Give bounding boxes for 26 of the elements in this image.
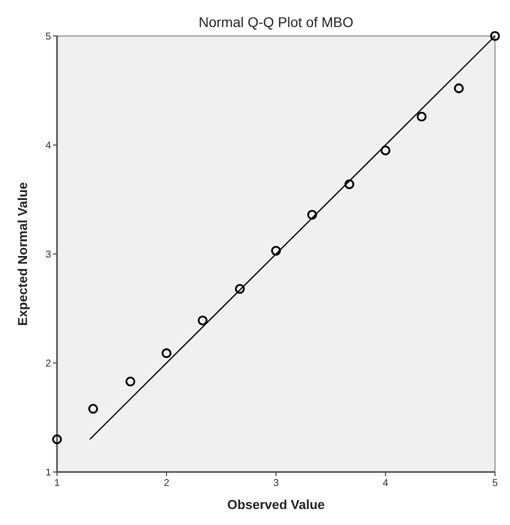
point bbox=[380, 146, 390, 156]
x-tick-label: 1 bbox=[54, 478, 60, 489]
point bbox=[344, 179, 354, 190]
point bbox=[88, 404, 98, 414]
x-axis-title: Observed Value bbox=[227, 497, 325, 512]
point bbox=[125, 376, 136, 386]
x-tick-label: 4 bbox=[382, 478, 389, 489]
point bbox=[416, 112, 427, 122]
point bbox=[307, 210, 318, 220]
point bbox=[454, 83, 464, 94]
x-tick-label: 2 bbox=[164, 478, 170, 489]
x-tick-label: 5 bbox=[492, 478, 498, 489]
point bbox=[234, 284, 245, 294]
y-tick-label: 2 bbox=[45, 358, 52, 370]
x-tick-label: 3 bbox=[273, 478, 280, 489]
y-tick-label: 3 bbox=[45, 250, 52, 260]
point bbox=[162, 348, 172, 358]
point bbox=[198, 316, 208, 326]
point bbox=[490, 31, 500, 41]
y-tick-label: 1 bbox=[45, 468, 52, 478]
chart-title: Normal Q-Q Plot of MBO bbox=[198, 14, 354, 30]
y-tick-label: 4 bbox=[45, 140, 52, 152]
y-axis-title: Expected Normal Value bbox=[15, 182, 30, 326]
point bbox=[52, 434, 62, 444]
point bbox=[271, 246, 281, 256]
y-tick-label: 5 bbox=[45, 32, 52, 42]
